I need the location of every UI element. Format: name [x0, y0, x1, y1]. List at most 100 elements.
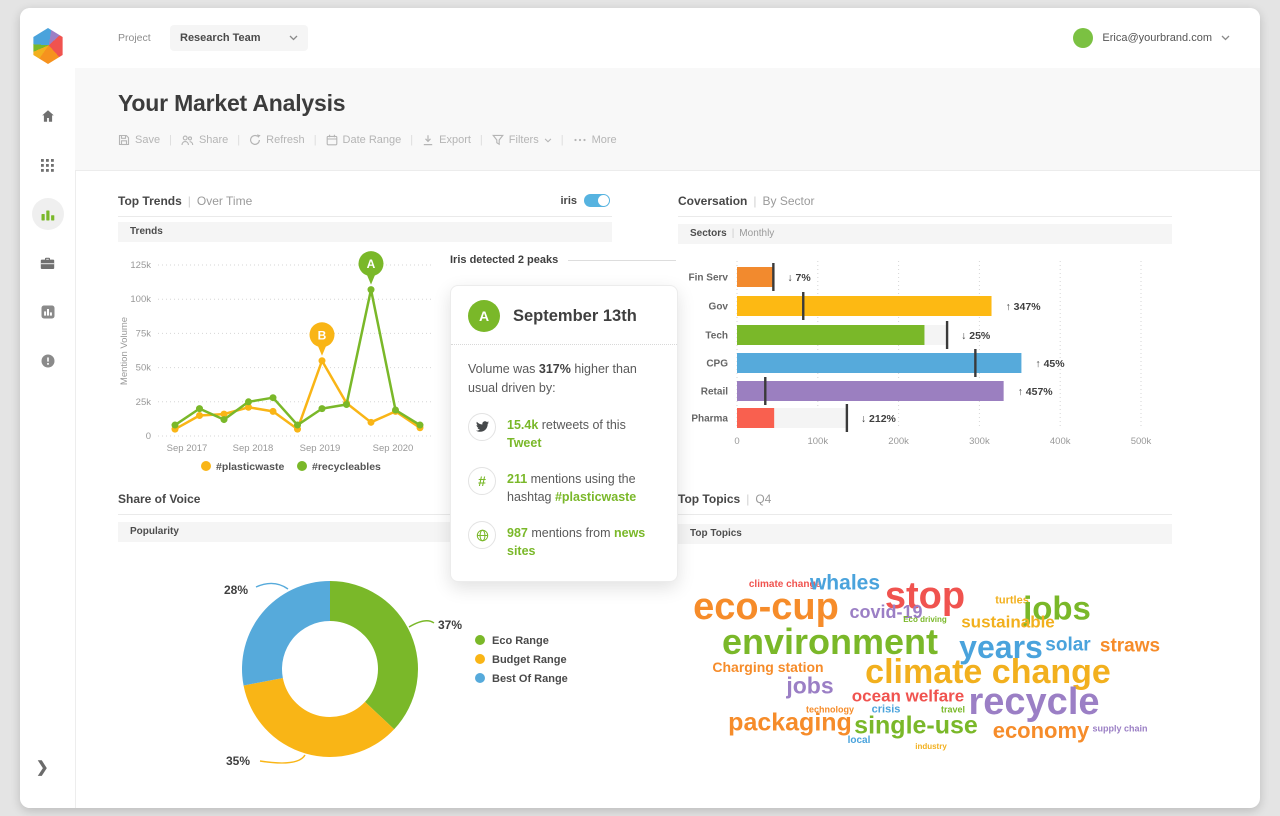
trend-point[interactable]	[196, 405, 203, 413]
wordcloud-word[interactable]: jobs	[786, 672, 834, 699]
sidebar-item-analytics[interactable]	[31, 198, 64, 230]
wordcloud-word[interactable]: environment	[721, 621, 939, 662]
insight-link[interactable]: news sites	[507, 526, 646, 559]
svg-text:Mention Volume: Mention Volume	[119, 317, 130, 385]
wordcloud-word[interactable]: economy	[992, 718, 1090, 743]
project-select-value: Research Team	[180, 32, 261, 44]
svg-text:Gov: Gov	[709, 302, 729, 313]
legend-label[interactable]: #recycleables	[312, 461, 381, 473]
change-label: ↑ 457%	[1018, 386, 1054, 398]
sidebar-item-reports[interactable]	[32, 296, 64, 328]
wordcloud-word[interactable]: solar	[1045, 634, 1091, 656]
trend-point[interactable]	[220, 410, 228, 418]
wordcloud-word[interactable]: local	[847, 735, 871, 746]
toolbar-date-range-button[interactable]: Date Range	[326, 134, 401, 146]
peak-insight-card[interactable]: A September 13th Volume was 317% higher …	[450, 285, 678, 583]
toolbar-share-button[interactable]: Share	[181, 134, 228, 146]
trend-point[interactable]	[367, 418, 375, 426]
wordcloud-word[interactable]: sustainable	[961, 612, 1055, 632]
slice-percent-label: 35%	[226, 754, 250, 768]
legend-label[interactable]: Budget Range	[492, 654, 567, 666]
project-select[interactable]: Research Team	[170, 25, 308, 51]
trend-point[interactable]	[392, 406, 399, 414]
brand-logo-icon[interactable]	[33, 28, 63, 64]
sector-bar[interactable]	[737, 408, 775, 428]
conversation-title: Coversation	[678, 194, 748, 208]
peak-marker-b[interactable]	[309, 322, 335, 348]
wordcloud-word[interactable]: industry	[915, 742, 947, 751]
trend-point[interactable]	[318, 357, 326, 365]
legend-label[interactable]: Eco Range	[492, 635, 549, 647]
wordcloud-word[interactable]: technology	[805, 704, 855, 715]
insight-link[interactable]: Tweet	[507, 435, 542, 450]
more-icon	[573, 134, 587, 146]
user-menu[interactable]: Erica@yourbrand.com	[1073, 28, 1230, 48]
benchmark-tick	[802, 292, 805, 320]
toolbar-more-button[interactable]: More	[573, 134, 617, 146]
sidebar-item-alerts[interactable]	[32, 345, 64, 377]
wordcloud-word[interactable]: Charging station	[712, 659, 824, 675]
toolbar-separator: |	[237, 134, 241, 146]
wordcloud-word[interactable]: eco-cup	[693, 586, 839, 628]
sector-bar[interactable]	[737, 267, 774, 287]
trend-point[interactable]	[294, 421, 301, 429]
wordcloud-word[interactable]: whales	[809, 571, 881, 595]
svg-text:CPG: CPG	[706, 359, 728, 370]
toolbar-separator: |	[560, 134, 564, 146]
svg-text:100k: 100k	[130, 294, 151, 305]
trend-point[interactable]	[245, 398, 252, 406]
iris-toggle[interactable]	[584, 194, 610, 207]
trend-point[interactable]	[269, 407, 277, 415]
sector-bar[interactable]	[737, 296, 992, 316]
analytics-bars-icon	[41, 210, 54, 220]
trend-point[interactable]	[367, 286, 375, 294]
trend-point[interactable]	[416, 421, 424, 429]
wordcloud-word[interactable]: supply chain	[1092, 723, 1148, 734]
user-email: Erica@yourbrand.com	[1102, 32, 1212, 44]
wordcloud-word[interactable]: ocean welfare	[851, 686, 965, 706]
peak-marker-a[interactable]	[358, 251, 384, 277]
sector-bar[interactable]	[737, 325, 925, 345]
trend-point[interactable]	[220, 416, 228, 424]
sector-bar[interactable]	[737, 381, 1004, 401]
wordcloud-word[interactable]: climate change	[865, 653, 1111, 691]
wordcloud-word[interactable]: jobs	[1023, 589, 1091, 627]
wordcloud-word[interactable]: climate change	[748, 579, 822, 590]
wordcloud-word[interactable]: covid-19	[849, 602, 923, 622]
wordcloud-word[interactable]: years	[959, 629, 1043, 665]
trend-point[interactable]	[245, 403, 252, 411]
toolbar-filters-button[interactable]: Filters	[491, 134, 552, 146]
wordcloud-word[interactable]: stop	[884, 575, 966, 617]
wordcloud-word[interactable]: single-use	[854, 711, 978, 740]
wordcloud-word[interactable]: travel	[940, 704, 966, 715]
svg-text:100k: 100k	[807, 436, 828, 447]
wordcloud-word[interactable]: recycle	[968, 681, 1100, 723]
wordcloud-word[interactable]: packaging	[728, 708, 852, 737]
trend-point[interactable]	[343, 401, 350, 409]
wordcloud-word[interactable]: Eco driving	[903, 615, 947, 624]
legend-label[interactable]: Best Of Range	[492, 673, 568, 685]
sidebar-item-apps[interactable]	[32, 149, 64, 181]
legend-label[interactable]: #plasticwaste	[216, 461, 284, 473]
wordcloud-word[interactable]: crisis	[871, 703, 901, 716]
sector-bar[interactable]	[737, 353, 1022, 373]
toolbar-separator: |	[410, 134, 414, 146]
toolbar-export-button[interactable]: Export	[422, 134, 471, 146]
sidebar-item-home[interactable]	[32, 100, 64, 132]
wordcloud-word[interactable]: turtles	[995, 594, 1029, 607]
svg-text:Tech: Tech	[705, 331, 728, 342]
donut-slice[interactable]	[242, 581, 330, 686]
trend-point[interactable]	[318, 405, 326, 413]
wordcloud-word[interactable]: straws	[1099, 635, 1161, 657]
donut-slice[interactable]	[330, 581, 418, 730]
toolbar-save-button[interactable]: Save	[118, 134, 160, 146]
trend-point[interactable]	[196, 411, 203, 419]
toolbar-refresh-button[interactable]: Refresh	[249, 134, 305, 146]
sidebar-expand-button[interactable]: ❯	[36, 759, 49, 776]
insight-link[interactable]: #plasticwaste	[554, 489, 637, 504]
donut-slice[interactable]	[243, 677, 395, 757]
sidebar-item-projects[interactable]	[32, 247, 64, 279]
trend-point[interactable]	[171, 421, 179, 429]
trend-point[interactable]	[269, 394, 277, 402]
